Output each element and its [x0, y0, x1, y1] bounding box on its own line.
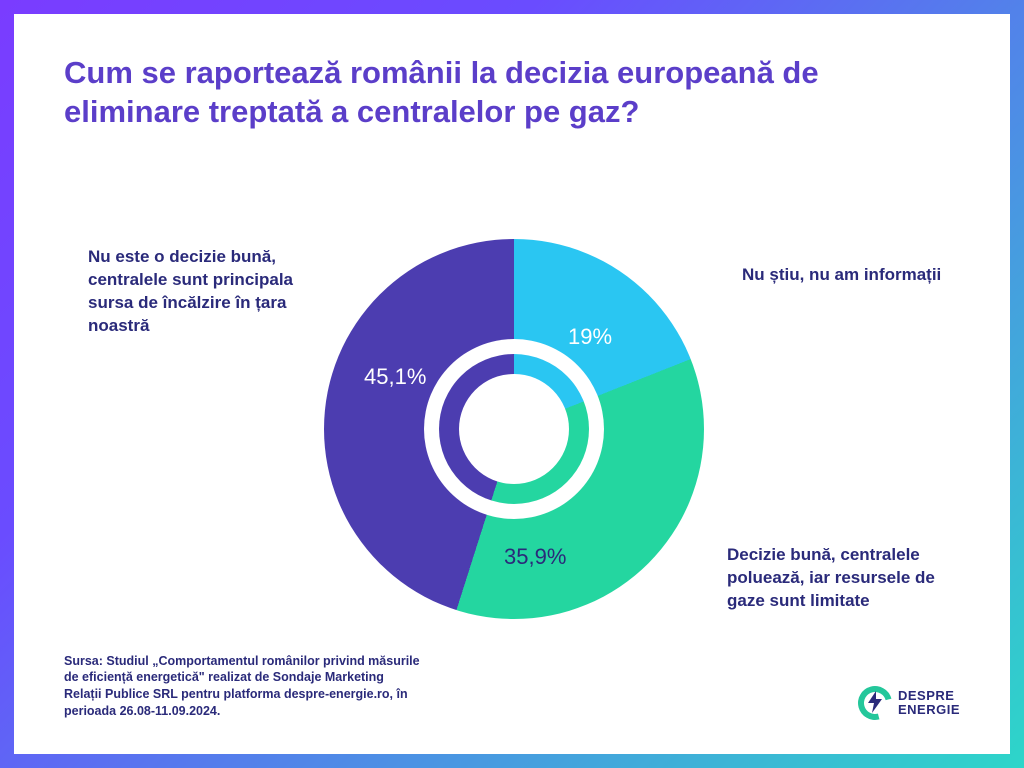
- slice-value-nu-stiu: 19%: [568, 324, 612, 350]
- logo-line1: DESPRE: [898, 689, 960, 703]
- slice-label-nu-bine: Nu este o decizie bună, centralele sunt …: [88, 246, 328, 338]
- logo-bolt-icon: [866, 691, 884, 713]
- gradient-frame: Cum se raportează românii la decizia eur…: [0, 0, 1024, 768]
- chart-title: Cum se raportează românii la decizia eur…: [64, 54, 944, 132]
- logo-mark-icon: [858, 686, 892, 720]
- donut-inner-ring: [439, 354, 589, 504]
- logo-line2: ENERGIE: [898, 703, 960, 717]
- donut-hole-outer: [424, 339, 604, 519]
- brand-logo: DESPRE ENERGIE: [858, 686, 960, 720]
- slice-label-nu-stiu: Nu știu, nu am informații: [742, 264, 942, 287]
- source-footnote: Sursa: Studiul „Comportamentul românilor…: [64, 653, 424, 721]
- content-card: Cum se raportează românii la decizia eur…: [14, 14, 1010, 754]
- donut-chart: [324, 239, 704, 619]
- slice-label-text: Nu știu, nu am informații: [742, 265, 941, 284]
- slice-label-text: Nu este o decizie bună, centralele sunt …: [88, 247, 293, 335]
- slice-value-nu-bine: 45,1%: [364, 364, 426, 390]
- slice-label-text: Decizie bună, centralele poluează, iar r…: [727, 545, 935, 610]
- logo-text: DESPRE ENERGIE: [898, 689, 960, 716]
- slice-label-decizie-buna: Decizie bună, centralele poluează, iar r…: [727, 544, 942, 613]
- donut-hole-inner: [459, 374, 569, 484]
- slice-value-decizie-buna: 35,9%: [504, 544, 566, 570]
